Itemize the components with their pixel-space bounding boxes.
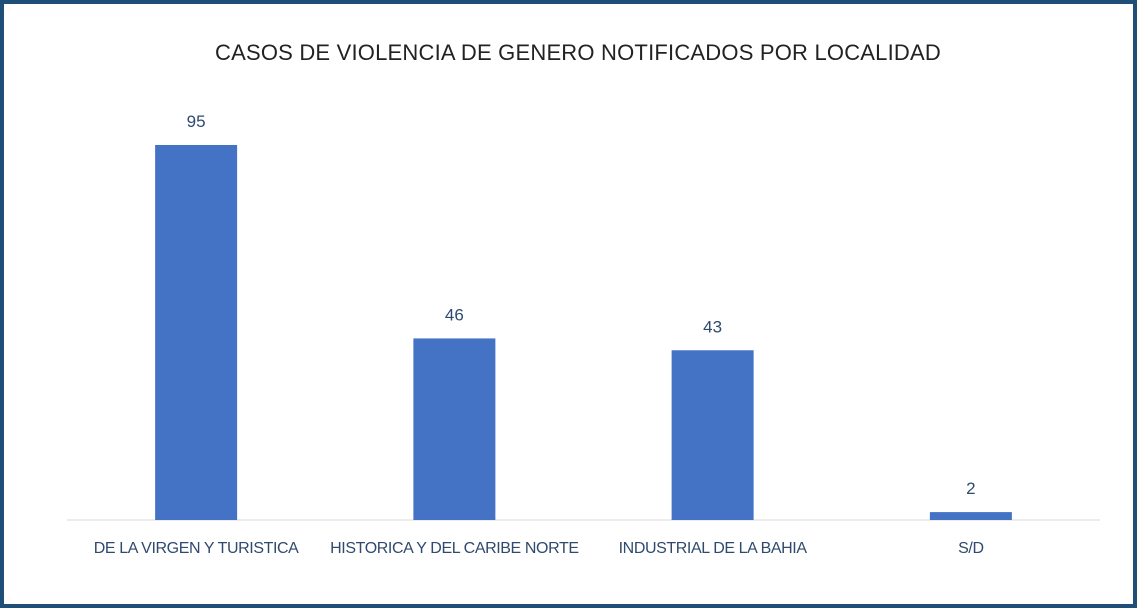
chart-title: CASOS DE VIOLENCIA DE GENERO NOTIFICADOS…: [215, 40, 941, 65]
bar: [671, 350, 754, 520]
x-tick-label: S/D: [958, 540, 984, 557]
x-tick-label: INDUSTRIAL DE LA BAHIA: [618, 540, 807, 557]
data-label: 46: [445, 305, 464, 324]
bar: [155, 145, 238, 520]
data-label: 2: [966, 479, 975, 498]
data-label: 95: [187, 112, 206, 131]
x-tick-label: DE LA VIRGEN Y TURISTICA: [93, 540, 299, 557]
x-tick-label: HISTORICA Y DEL CARIBE NORTE: [330, 540, 579, 557]
bar: [929, 512, 1012, 520]
chart: CASOS DE VIOLENCIA DE GENERO NOTIFICADOS…: [67, 40, 1100, 521]
bar: [413, 338, 496, 520]
data-label: 43: [703, 317, 722, 336]
